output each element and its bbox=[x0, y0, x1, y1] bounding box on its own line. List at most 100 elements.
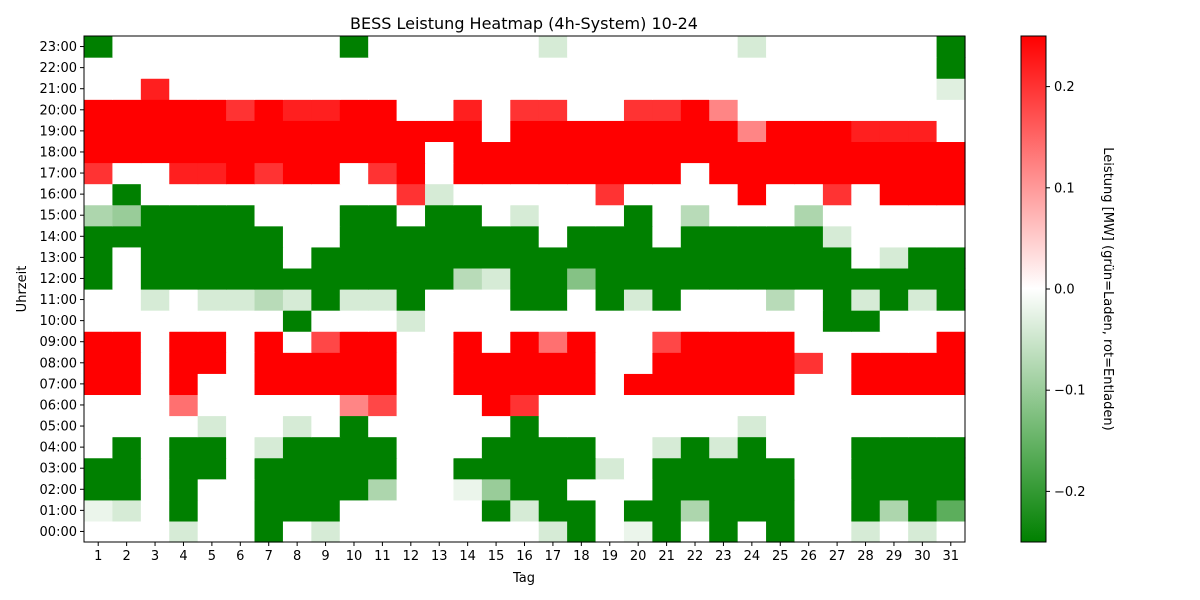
heatmap-cell bbox=[339, 436, 369, 459]
heatmap-cell bbox=[396, 78, 426, 100]
heatmap-cell bbox=[822, 310, 852, 332]
heatmap-cell bbox=[851, 204, 881, 227]
heatmap-cell bbox=[197, 78, 227, 100]
colorbar-tick-label: 0.1 bbox=[1054, 181, 1075, 196]
heatmap-cell bbox=[282, 78, 312, 100]
heatmap-cell bbox=[84, 204, 114, 227]
heatmap-cell bbox=[652, 120, 682, 143]
heatmap-cell bbox=[84, 162, 114, 185]
heatmap-cell bbox=[737, 267, 767, 290]
heatmap-cell bbox=[84, 225, 114, 248]
heatmap-cell bbox=[851, 352, 881, 374]
heatmap-cell bbox=[794, 99, 824, 121]
heatmap-cell bbox=[851, 520, 881, 543]
heatmap-cell bbox=[766, 415, 796, 438]
heatmap-cell bbox=[425, 57, 455, 79]
heatmap-cell bbox=[396, 415, 426, 438]
heatmap-cell bbox=[538, 267, 568, 290]
heatmap-cell bbox=[623, 289, 653, 311]
heatmap-cell bbox=[879, 78, 909, 100]
heatmap-cell bbox=[368, 246, 398, 269]
heatmap-cell bbox=[737, 394, 767, 417]
y-tick-label: 21:00 bbox=[40, 82, 77, 97]
heatmap-cell bbox=[169, 499, 199, 522]
y-tick-label: 05:00 bbox=[40, 420, 77, 435]
heatmap-cell bbox=[481, 99, 511, 121]
heatmap-cell bbox=[567, 120, 597, 143]
heatmap-cell bbox=[396, 225, 426, 248]
heatmap-cell bbox=[623, 436, 653, 459]
heatmap-cell bbox=[709, 394, 739, 417]
heatmap-cell bbox=[226, 352, 256, 374]
heatmap-cell bbox=[510, 36, 540, 58]
y-tick-label: 07:00 bbox=[40, 377, 77, 392]
heatmap-cell bbox=[169, 331, 199, 353]
heatmap-cell bbox=[851, 99, 881, 121]
heatmap-cell bbox=[538, 141, 568, 164]
heatmap-cell bbox=[254, 478, 284, 501]
heatmap-cell bbox=[396, 267, 426, 290]
heatmap-cell bbox=[396, 394, 426, 417]
heatmap-cell bbox=[197, 99, 227, 121]
heatmap-cell bbox=[851, 246, 881, 269]
heatmap-cell bbox=[680, 331, 710, 353]
x-tick-label: 31 bbox=[943, 549, 960, 564]
heatmap-cell bbox=[84, 478, 114, 501]
heatmap-cell bbox=[254, 499, 284, 522]
heatmap-cell bbox=[936, 267, 966, 290]
heatmap-cell bbox=[737, 57, 767, 79]
heatmap-cell bbox=[652, 99, 682, 121]
heatmap-cell bbox=[254, 373, 284, 396]
heatmap-cell bbox=[908, 457, 938, 480]
heatmap-cell bbox=[908, 394, 938, 417]
x-tick-label: 10 bbox=[346, 549, 363, 564]
heatmap-cell bbox=[567, 225, 597, 248]
heatmap-cell bbox=[311, 289, 341, 311]
heatmap-cell bbox=[140, 267, 170, 290]
heatmap-cell bbox=[851, 310, 881, 332]
heatmap-cell bbox=[623, 499, 653, 522]
heatmap-cell bbox=[737, 162, 767, 185]
heatmap-cell bbox=[112, 289, 142, 311]
heatmap-cell bbox=[680, 141, 710, 164]
heatmap-cell bbox=[112, 162, 142, 185]
heatmap-cell bbox=[567, 352, 597, 374]
heatmap-cell bbox=[822, 141, 852, 164]
heatmap-cell bbox=[908, 57, 938, 79]
heatmap-cell bbox=[680, 394, 710, 417]
heatmap-cell bbox=[595, 520, 625, 543]
heatmap-cell bbox=[908, 183, 938, 206]
heatmap-cell bbox=[311, 225, 341, 248]
heatmap-cell bbox=[623, 352, 653, 374]
heatmap-cell bbox=[709, 120, 739, 143]
heatmap-cell bbox=[766, 183, 796, 206]
heatmap-cell bbox=[368, 162, 398, 185]
heatmap-cell bbox=[368, 373, 398, 396]
heatmap-cell bbox=[339, 120, 369, 143]
heatmap-cell bbox=[908, 162, 938, 185]
x-tick-label: 9 bbox=[321, 549, 329, 564]
heatmap-cell bbox=[169, 204, 199, 227]
heatmap-cell bbox=[396, 162, 426, 185]
heatmap-cell bbox=[680, 246, 710, 269]
x-tick-label: 8 bbox=[293, 549, 301, 564]
heatmap-cell bbox=[538, 457, 568, 480]
heatmap-cell bbox=[254, 310, 284, 332]
heatmap-cell bbox=[453, 436, 483, 459]
heatmap-cell bbox=[851, 457, 881, 480]
heatmap-cell bbox=[112, 267, 142, 290]
heatmap-cell bbox=[453, 310, 483, 332]
y-tick-label: 06:00 bbox=[40, 398, 77, 413]
heatmap-cell bbox=[140, 289, 170, 311]
heatmap-cell bbox=[453, 162, 483, 185]
colorbar-ticks: −0.2 −0.1 0.0 0.1 0.2 bbox=[1046, 80, 1086, 500]
heatmap-cell bbox=[339, 394, 369, 417]
heatmap-cell bbox=[652, 78, 682, 100]
heatmap-cell bbox=[226, 120, 256, 143]
heatmap-cell bbox=[737, 436, 767, 459]
heatmap-cell bbox=[879, 162, 909, 185]
heatmap-cell bbox=[311, 246, 341, 269]
heatmap-cell bbox=[879, 478, 909, 501]
heatmap-cell bbox=[197, 457, 227, 480]
heatmap-cell bbox=[851, 478, 881, 501]
